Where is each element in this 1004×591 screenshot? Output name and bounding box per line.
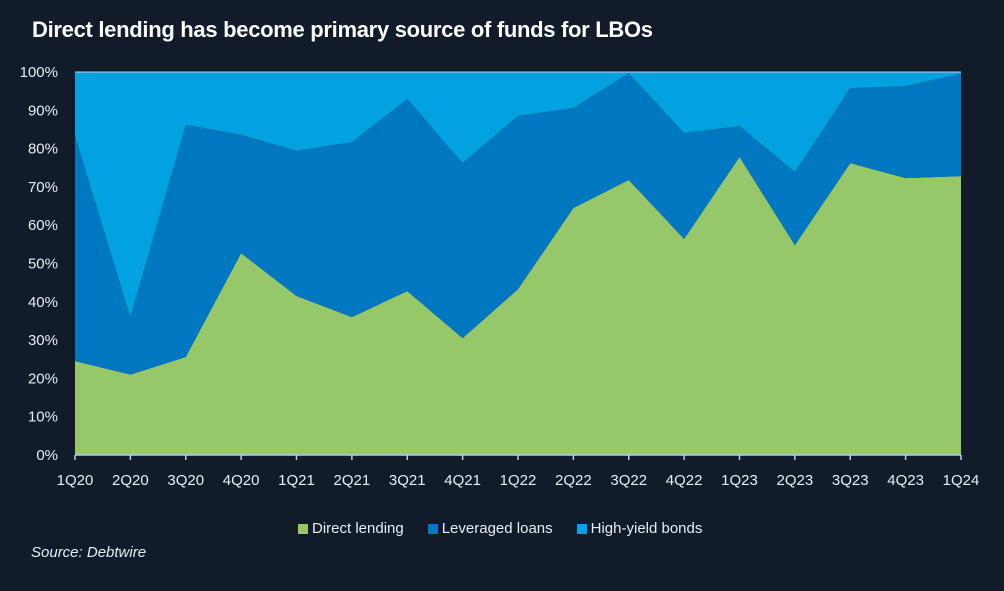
source-note: Source: Debtwire	[31, 544, 147, 561]
x-tick-label: 3Q20	[167, 472, 204, 489]
x-tick-label: 3Q23	[832, 472, 869, 489]
legend-item-high-yield-bonds[interactable]: High-yield bonds	[576, 520, 703, 537]
legend-swatch-leveraged-loans	[427, 523, 438, 534]
legend-label: High-yield bonds	[590, 520, 703, 537]
x-tick-label: 4Q23	[887, 472, 924, 489]
y-tick-label: 10%	[28, 409, 58, 426]
legend-label: Direct lending	[312, 520, 404, 537]
area-direct-lending	[75, 157, 961, 455]
x-tick-label: 4Q20	[223, 472, 260, 489]
x-tick-label: 1Q23	[721, 472, 758, 489]
x-tick-label: 3Q22	[610, 472, 647, 489]
y-axis-labels: 0% 10% 20% 30% 40% 50% 60% 70% 80% 90% 100%	[20, 64, 58, 464]
x-tick-label: 2Q22	[555, 472, 592, 489]
area-high-yield-bonds	[75, 72, 961, 318]
y-tick-label: 80%	[28, 141, 58, 158]
area-layers	[75, 72, 961, 455]
y-tick-label: 50%	[28, 256, 58, 273]
y-tick-label: 40%	[28, 294, 58, 311]
x-tick-label: 1Q20	[57, 472, 94, 489]
y-tick-label: 70%	[28, 179, 58, 196]
y-tick-label: 90%	[28, 102, 58, 119]
y-tick-label: 20%	[28, 370, 58, 387]
axes	[74, 71, 962, 460]
y-tick-label: 0%	[36, 447, 58, 464]
x-tick-label: 3Q21	[389, 472, 426, 489]
x-tick-label: 4Q22	[666, 472, 703, 489]
x-tick-label: 1Q21	[278, 472, 315, 489]
y-tick-label: 30%	[28, 332, 58, 349]
legend-item-direct-lending[interactable]: Direct lending	[298, 520, 404, 537]
legend: Direct lending Leveraged loans High-yiel…	[298, 520, 702, 537]
y-tick-label: 100%	[20, 64, 58, 81]
legend-item-leveraged-loans[interactable]: Leveraged loans	[427, 520, 553, 537]
y-tick-label: 60%	[28, 217, 58, 234]
x-axis-labels: 1Q20 2Q20 3Q20 4Q20 1Q21 2Q21 3Q21 4Q21 1Q22 2Q22…	[57, 472, 980, 489]
legend-swatch-high-yield-bonds	[576, 523, 587, 534]
legend-label: Leveraged loans	[441, 520, 553, 537]
x-tick-label: 1Q24	[943, 472, 980, 489]
x-tick-label: 2Q21	[334, 472, 371, 489]
x-tick-label: 2Q20	[112, 472, 149, 489]
chart-title: Direct lending has become primary source…	[32, 17, 653, 42]
legend-swatch-direct-lending	[298, 523, 308, 534]
area-leveraged-loans	[75, 73, 961, 375]
x-tick-label: 4Q21	[444, 472, 481, 489]
x-tick-label: 2Q23	[777, 472, 814, 489]
x-tick-label: 1Q22	[500, 472, 537, 489]
